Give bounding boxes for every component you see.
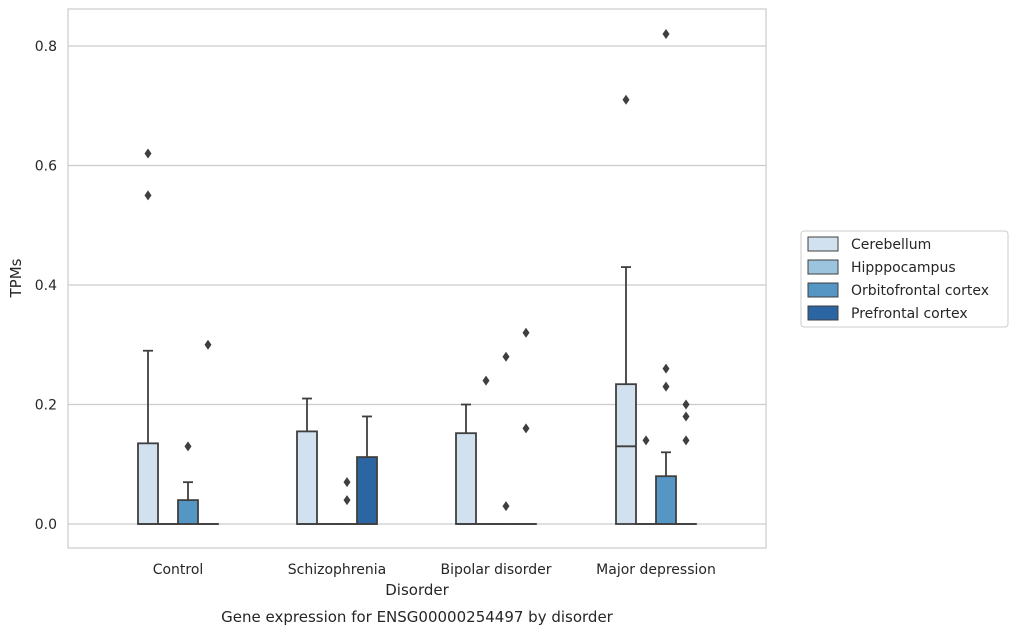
outlier-point: [343, 495, 351, 506]
outlier-point: [682, 435, 690, 446]
x-tick-labels: Control Schizophrenia Bipolar disorder Majo…: [153, 562, 716, 578]
box-orbitofrontal-cortex: [177, 441, 199, 525]
outlier-point: [682, 411, 690, 422]
legend-label: Orbitofrontal cortex: [851, 283, 989, 299]
outlier-point: [522, 327, 530, 338]
plot-frame: [67, 8, 767, 549]
box-hipppocampus: [635, 435, 657, 525]
y-tick-label: 0.8: [35, 39, 57, 55]
box-cerebellum: [455, 403, 477, 525]
box-plot-series: [137, 29, 697, 525]
box-cerebellum: [296, 397, 318, 525]
outlier-point: [502, 501, 510, 512]
box-body: [655, 475, 677, 525]
box-prefrontal-cortex: [515, 327, 537, 525]
outlier-point: [482, 375, 490, 386]
box-body: [455, 432, 477, 525]
box-orbitofrontal-cortex: [336, 477, 358, 525]
legend-label: Prefrontal cortex: [851, 306, 968, 322]
outlier-point: [184, 441, 192, 452]
y-tick-label: 0.0: [35, 517, 57, 533]
outlier-point: [343, 477, 351, 488]
outlier-point: [144, 148, 152, 159]
legend-label: Hipppocampus: [851, 260, 956, 276]
box-body: [356, 456, 378, 525]
y-tick-label: 0.2: [35, 398, 57, 414]
outlier-point: [144, 190, 152, 201]
legend-swatch: [807, 282, 839, 298]
x-tick-label: Major depression: [596, 562, 716, 578]
outlier-point: [662, 29, 670, 40]
box-prefrontal-cortex: [675, 399, 697, 525]
outlier-point: [682, 399, 690, 410]
outlier-point: [662, 363, 670, 374]
y-axis-label: TPMs: [7, 258, 25, 298]
y-tick-label: 0.6: [35, 159, 57, 175]
outlier-point: [642, 435, 650, 446]
box-hipppocampus: [475, 375, 497, 525]
box-prefrontal-cortex: [356, 415, 378, 525]
x-axis-label: Disorder: [385, 581, 449, 599]
legend-swatch: [807, 305, 839, 321]
legend-swatch: [807, 236, 839, 252]
legend-swatch: [807, 259, 839, 275]
legend-frame: [800, 230, 1009, 328]
outlier-point: [522, 423, 530, 434]
box-orbitofrontal-cortex: [495, 351, 517, 525]
outlier-point: [204, 339, 212, 350]
y-tick-labels: 0.0 0.2 0.4 0.6 0.8: [35, 39, 57, 533]
figure-title: Gene expression for ENSG00000254497 by d…: [221, 608, 614, 626]
legend: Cerebellum Hipppocampus Orbitofrontal cort…: [800, 230, 1009, 328]
box-body: [296, 430, 318, 525]
box-cerebellum: [615, 94, 637, 525]
y-tick-label: 0.4: [35, 278, 57, 294]
box-cerebellum: [137, 148, 159, 525]
outlier-point: [622, 94, 630, 105]
outlier-point: [662, 381, 670, 392]
box-prefrontal-cortex: [197, 339, 219, 525]
outlier-point: [502, 351, 510, 362]
x-tick-label: Bipolar disorder: [440, 562, 551, 578]
box-body: [137, 442, 159, 525]
box-body: [615, 383, 637, 525]
box-body: [177, 499, 199, 525]
x-tick-label: Control: [153, 562, 204, 578]
x-tick-label: Schizophrenia: [288, 562, 386, 578]
box-orbitofrontal-cortex: [655, 29, 677, 525]
legend-label: Cerebellum: [851, 237, 931, 253]
